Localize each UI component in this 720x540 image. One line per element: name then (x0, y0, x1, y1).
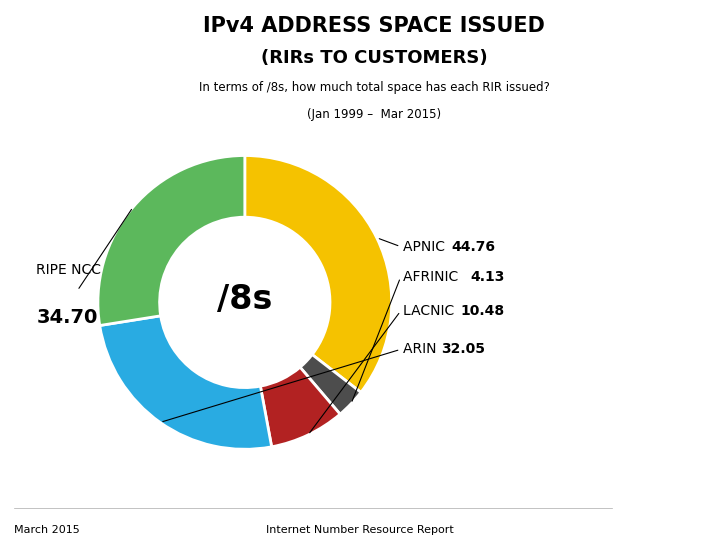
Text: IPv4 ADDRESS SPACE ISSUED: IPv4 ADDRESS SPACE ISSUED (204, 16, 545, 36)
Text: In terms of /8s, how much total space has each RIR issued?: In terms of /8s, how much total space ha… (199, 81, 550, 94)
Wedge shape (300, 355, 361, 414)
Text: APNIC: APNIC (403, 240, 450, 254)
Wedge shape (100, 316, 271, 449)
Text: 44.76: 44.76 (451, 240, 495, 254)
Text: (RIRs TO CUSTOMERS): (RIRs TO CUSTOMERS) (261, 49, 487, 66)
Wedge shape (98, 156, 245, 326)
Text: /8s: /8s (217, 283, 272, 316)
Text: 4.13: 4.13 (470, 271, 505, 285)
Wedge shape (261, 367, 340, 447)
Text: 34.70: 34.70 (36, 308, 98, 327)
Text: 32.05: 32.05 (441, 342, 485, 356)
Text: March 2015: March 2015 (14, 524, 80, 535)
Text: (Jan 1999 –  Mar 2015): (Jan 1999 – Mar 2015) (307, 108, 441, 121)
Text: RIPE NCC: RIPE NCC (36, 263, 102, 277)
Text: 10.48: 10.48 (461, 304, 505, 318)
Text: ARIN: ARIN (403, 342, 441, 356)
Text: LACNIC: LACNIC (403, 304, 459, 318)
Wedge shape (245, 156, 392, 393)
Text: Internet Number Resource Report: Internet Number Resource Report (266, 524, 454, 535)
Text: AFRINIC: AFRINIC (403, 271, 463, 285)
